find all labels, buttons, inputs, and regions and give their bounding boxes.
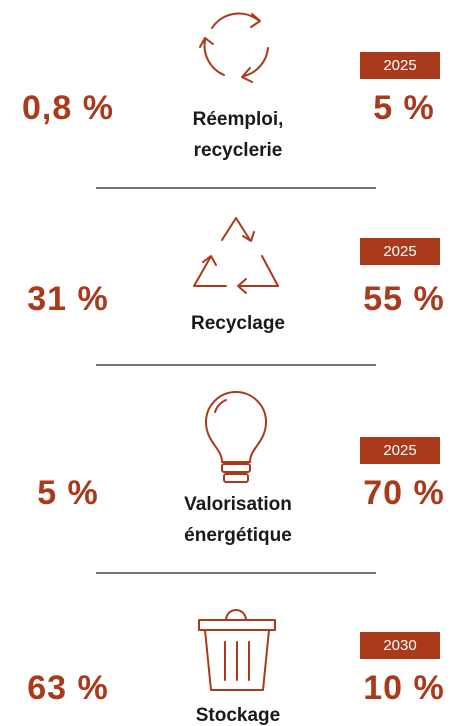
item-label: énergétique: [184, 525, 292, 546]
target-value: 70 %: [363, 474, 445, 512]
target-value: 10 %: [363, 669, 445, 707]
dividers: [96, 187, 376, 574]
item-label: Réemploi,: [193, 109, 284, 130]
icon-bin: [198, 609, 276, 691]
icon-recycle: [193, 217, 279, 294]
icon-bulb: [205, 391, 267, 483]
target-value: 55 %: [363, 280, 445, 318]
current-value: 63 %: [27, 669, 109, 707]
current-value: 5 %: [37, 474, 99, 512]
item-label: Recyclage: [191, 313, 285, 334]
year-badge: [360, 437, 440, 464]
year-label: 2030: [383, 637, 416, 654]
icon-reuse: [199, 12, 269, 83]
year-badge: [360, 632, 440, 659]
current-value: 0,8 %: [22, 89, 114, 127]
item-label: Stockage: [196, 705, 280, 726]
current-value: 31 %: [27, 280, 109, 318]
year-badge: [360, 238, 440, 265]
item-label: recyclerie: [194, 140, 283, 161]
target-value: 5 %: [373, 89, 435, 127]
item-label: Valorisation: [184, 494, 292, 515]
year-label: 2025: [383, 243, 416, 260]
year-label: 2025: [383, 442, 416, 459]
year-label: 2025: [383, 57, 416, 74]
year-badge: [360, 52, 440, 79]
